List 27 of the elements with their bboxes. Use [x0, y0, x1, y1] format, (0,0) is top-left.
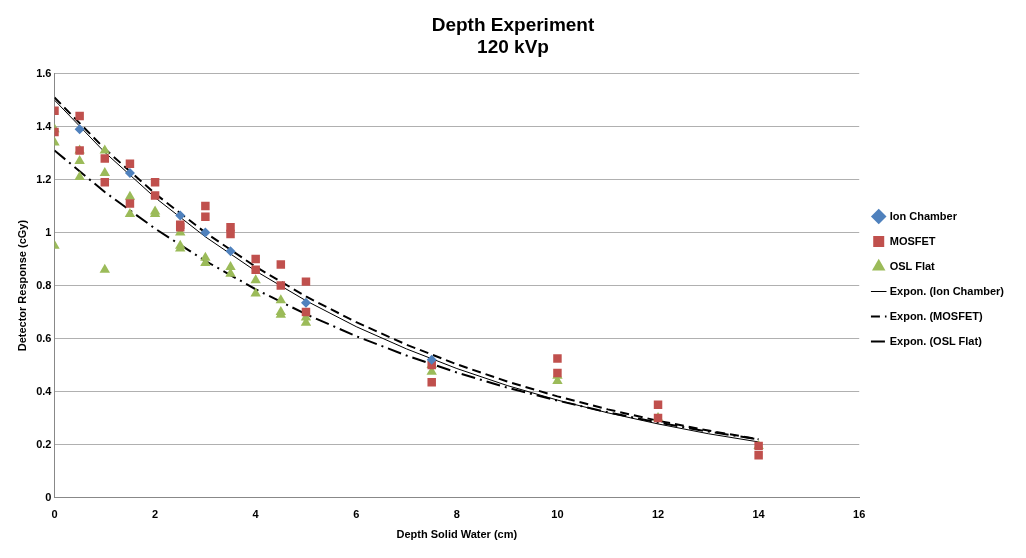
- y-tick-label: 1.4: [36, 119, 53, 132]
- x-tick-label: 14: [752, 508, 766, 521]
- y-tick-label: 1.6: [36, 66, 52, 79]
- y-tick-label: 1.2: [36, 172, 52, 185]
- y-tick-label: 0.4: [36, 384, 53, 397]
- y-tick-label: 1: [45, 225, 52, 238]
- x-tick-label: 6: [353, 508, 360, 521]
- y-tick-label: 0: [45, 490, 52, 503]
- chart-title: Depth Experiment: [431, 13, 595, 35]
- legend-label: Expon. (MOSFET): [889, 309, 983, 322]
- legend-label: Expon. (Ion Chamber): [889, 284, 1005, 297]
- chart-subtitle: 120 kVp: [477, 36, 549, 58]
- x-tick-label: 16: [853, 508, 866, 521]
- x-tick-label: 8: [453, 508, 460, 521]
- legend-label: Ion Chamber: [889, 209, 958, 222]
- y-tick-label: 0.2: [36, 437, 52, 450]
- x-tick-label: 12: [651, 508, 665, 521]
- y-tick-label: 0.8: [36, 278, 52, 291]
- legend-label: Expon. (OSL Flat): [889, 334, 983, 347]
- legend-label: MOSFET: [889, 234, 936, 247]
- x-tick-label: 2: [152, 508, 159, 521]
- y-axis-title: Detector Response (cGy): [15, 219, 28, 352]
- x-tick-label: 10: [551, 508, 564, 521]
- x-axis-title: Depth Solid Water (cm): [396, 528, 518, 541]
- x-tick-label: 4: [252, 508, 260, 521]
- legend-label: OSL Flat: [889, 259, 936, 272]
- y-tick-label: 0.6: [36, 331, 52, 344]
